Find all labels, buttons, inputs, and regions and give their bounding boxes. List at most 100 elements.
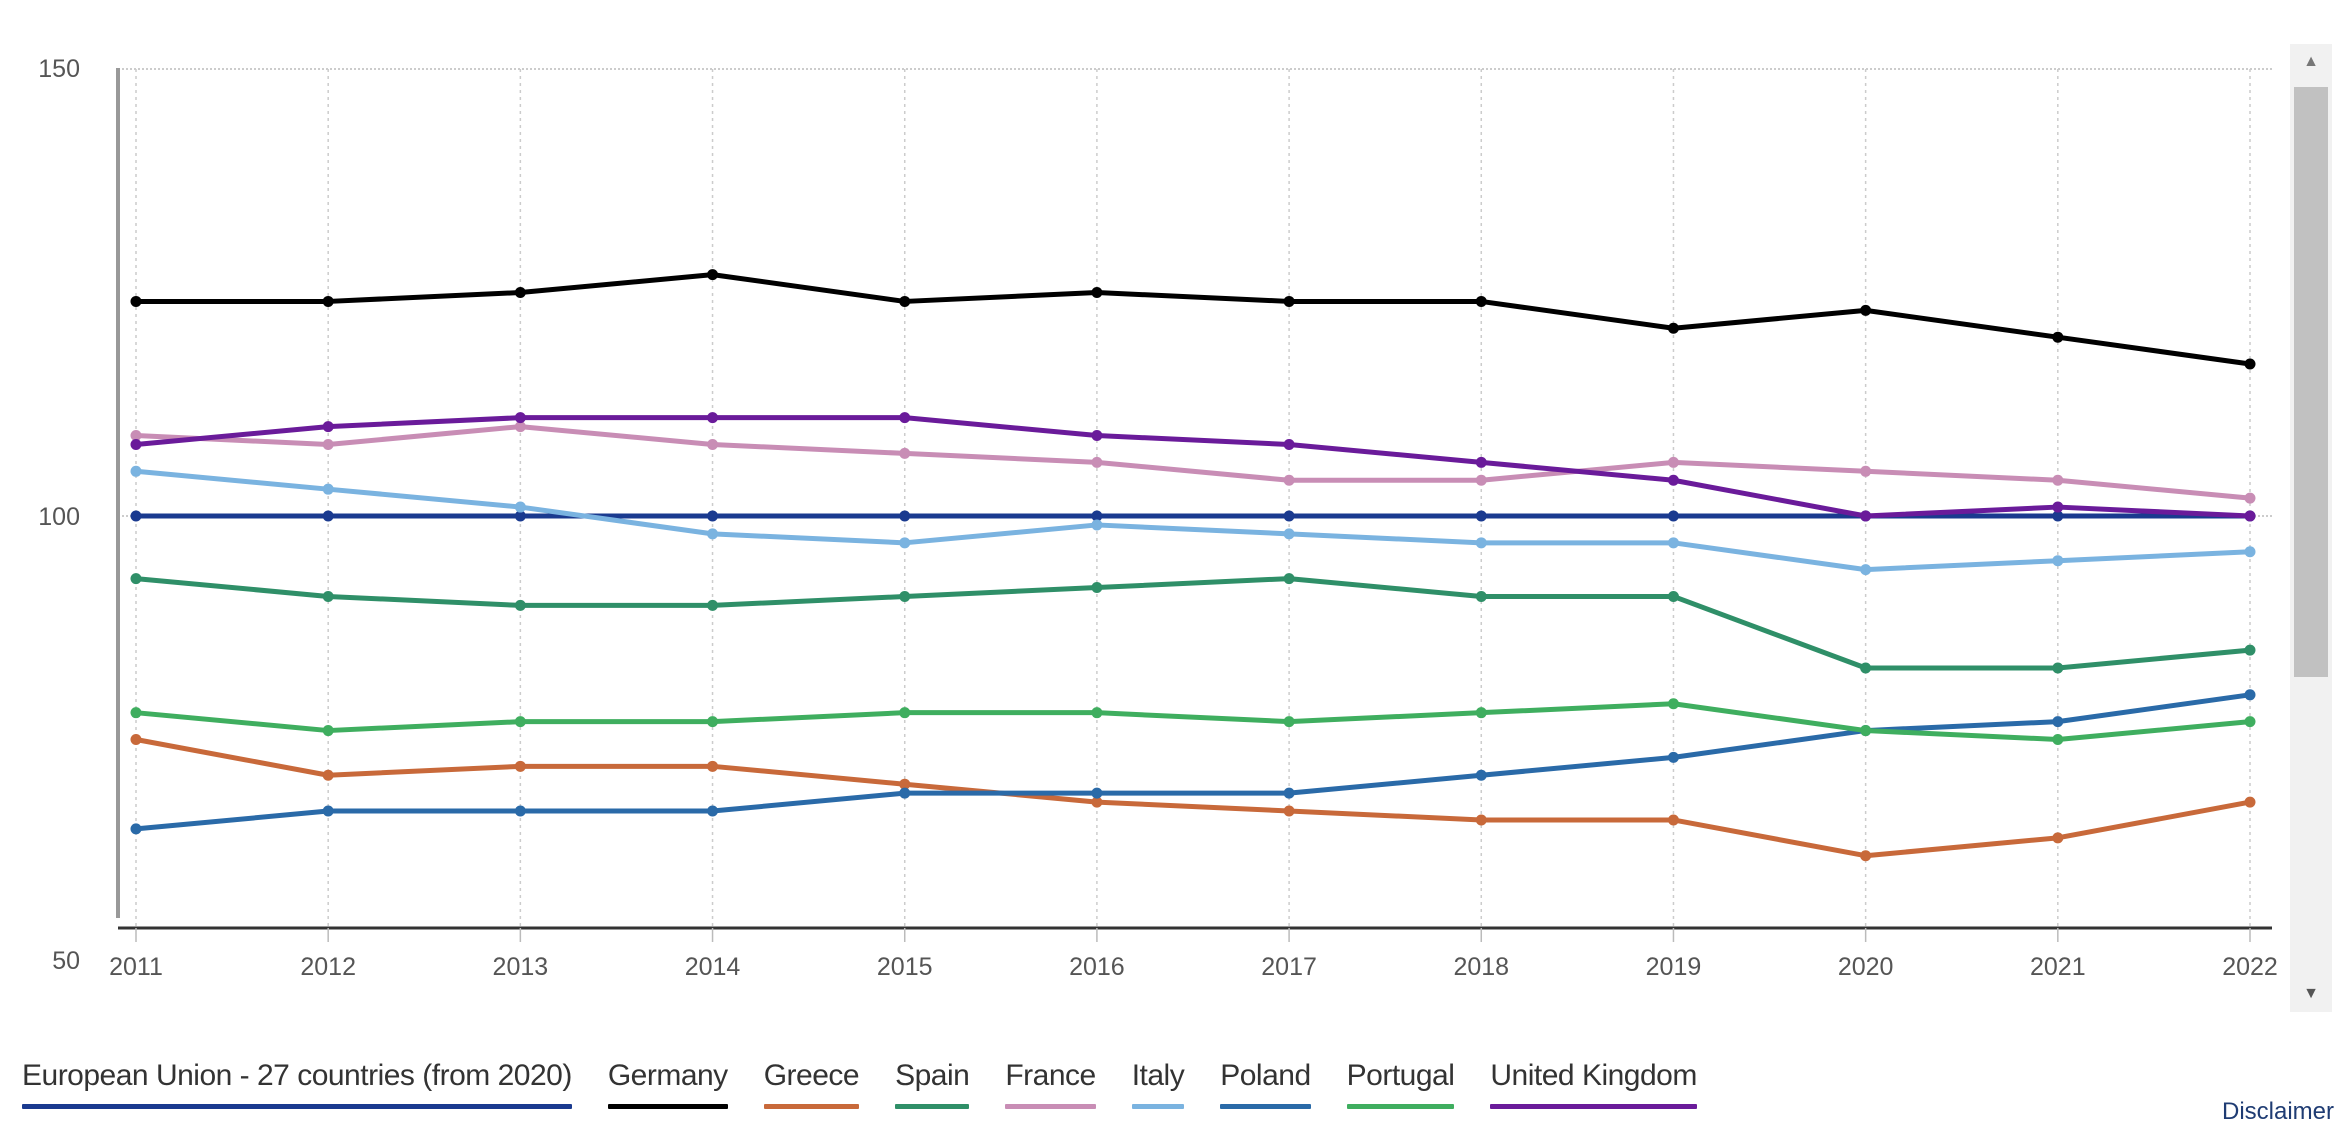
legend-swatch <box>1346 1104 1455 1109</box>
scroll-up-arrow-icon[interactable]: ▲ <box>2303 53 2319 70</box>
data-point <box>1091 519 1103 531</box>
legend-label: Spain <box>895 1059 970 1092</box>
data-point <box>2052 501 2064 513</box>
x-tick-label: 2014 <box>685 953 741 981</box>
data-point <box>1283 716 1295 728</box>
series-line <box>133 424 2253 501</box>
scrollbar[interactable]: ▲ ▼ <box>2290 44 2332 1012</box>
data-point <box>514 412 526 424</box>
data-point <box>130 295 142 307</box>
data-point <box>1283 528 1295 540</box>
data-point <box>707 760 719 772</box>
data-point <box>130 707 142 719</box>
data-point <box>707 716 719 728</box>
series-line <box>133 701 2253 742</box>
series-france <box>130 421 2256 504</box>
data-point <box>707 510 719 522</box>
disclaimer-link[interactable]: Disclaimer <box>2221 1098 2334 1125</box>
data-point <box>1667 322 1679 334</box>
data-point <box>130 438 142 450</box>
data-point <box>1283 805 1295 817</box>
data-point <box>514 501 526 513</box>
data-point <box>1860 850 1872 862</box>
data-point <box>130 465 142 477</box>
data-point <box>130 573 142 585</box>
series-germany <box>130 269 2256 370</box>
data-point <box>1091 456 1103 468</box>
x-tick-label: 2017 <box>1261 953 1317 981</box>
x-tick-label: 2016 <box>1069 953 1125 981</box>
legend-item[interactable]: United Kingdom <box>1490 1058 1697 1109</box>
legend-item[interactable]: Germany <box>607 1058 728 1109</box>
legend-item[interactable]: France <box>1005 1058 1096 1109</box>
scrollbar-thumb[interactable] <box>2294 87 2328 677</box>
series-line <box>133 737 2253 859</box>
legend-swatch <box>1131 1104 1185 1109</box>
data-point <box>1475 814 1487 826</box>
series-spain <box>130 573 2256 674</box>
data-point <box>1475 590 1487 602</box>
legend-item[interactable]: Spain <box>895 1058 970 1109</box>
data-point <box>1475 510 1487 522</box>
data-point <box>2244 546 2256 558</box>
x-tick-label: 2018 <box>1453 953 1509 981</box>
data-point <box>322 510 334 522</box>
data-point <box>1475 537 1487 549</box>
legend-item[interactable]: European Union - 27 countries (from 2020… <box>22 1058 572 1109</box>
series-italy <box>130 465 2256 576</box>
data-point <box>1667 456 1679 468</box>
legend-item[interactable]: Greece <box>763 1058 860 1109</box>
legend-swatch <box>1220 1104 1311 1109</box>
data-point <box>1860 725 1872 737</box>
data-point <box>1475 456 1487 468</box>
series-greece <box>130 734 2256 862</box>
data-point <box>2052 832 2064 844</box>
series-group <box>130 269 2256 862</box>
data-point <box>1283 510 1295 522</box>
data-point <box>1091 707 1103 719</box>
scroll-down-arrow-icon[interactable]: ▼ <box>2303 985 2319 1002</box>
data-point <box>1860 510 1872 522</box>
data-point <box>1860 465 1872 477</box>
data-point <box>1667 814 1679 826</box>
data-point <box>1475 707 1487 719</box>
data-point <box>899 787 911 799</box>
data-point <box>322 421 334 433</box>
data-point <box>1667 751 1679 763</box>
data-point <box>322 769 334 781</box>
data-point <box>2244 689 2256 701</box>
legend-label: Poland <box>1220 1059 1311 1092</box>
legend-swatch <box>22 1104 572 1109</box>
y-axis-ticks: 150 100 50 <box>38 55 80 975</box>
legend-item[interactable]: Poland <box>1220 1058 1311 1109</box>
data-point <box>2052 474 2064 486</box>
legend-label: Greece <box>763 1059 860 1092</box>
legend-label: Germany <box>607 1059 728 1092</box>
legend-item[interactable]: Italy <box>1131 1058 1185 1109</box>
series-line <box>133 576 2253 671</box>
x-tick-label: 2019 <box>1646 953 1702 981</box>
legend-swatch <box>1005 1104 1096 1109</box>
data-point <box>1283 438 1295 450</box>
legend-item[interactable]: Portugal <box>1346 1058 1455 1109</box>
y-tick-label: 100 <box>38 503 80 531</box>
data-point <box>1667 474 1679 486</box>
data-point <box>1475 769 1487 781</box>
data-point <box>899 707 911 719</box>
data-point <box>322 590 334 602</box>
data-point <box>130 734 142 745</box>
data-point <box>1091 582 1103 594</box>
x-axis-ticks: 2011 2012 2013 2014 2015 2016 2017 2018 2019 2020… <box>109 928 2278 981</box>
data-point <box>707 528 719 540</box>
series-line <box>133 272 2253 367</box>
legend-swatch <box>607 1104 728 1109</box>
data-point <box>130 510 142 522</box>
data-point <box>707 599 719 611</box>
data-point <box>322 725 334 737</box>
data-point <box>1091 796 1103 808</box>
data-point <box>2052 331 2064 343</box>
data-point <box>2244 510 2256 522</box>
data-point <box>1475 474 1487 486</box>
legend-swatch <box>763 1104 860 1109</box>
